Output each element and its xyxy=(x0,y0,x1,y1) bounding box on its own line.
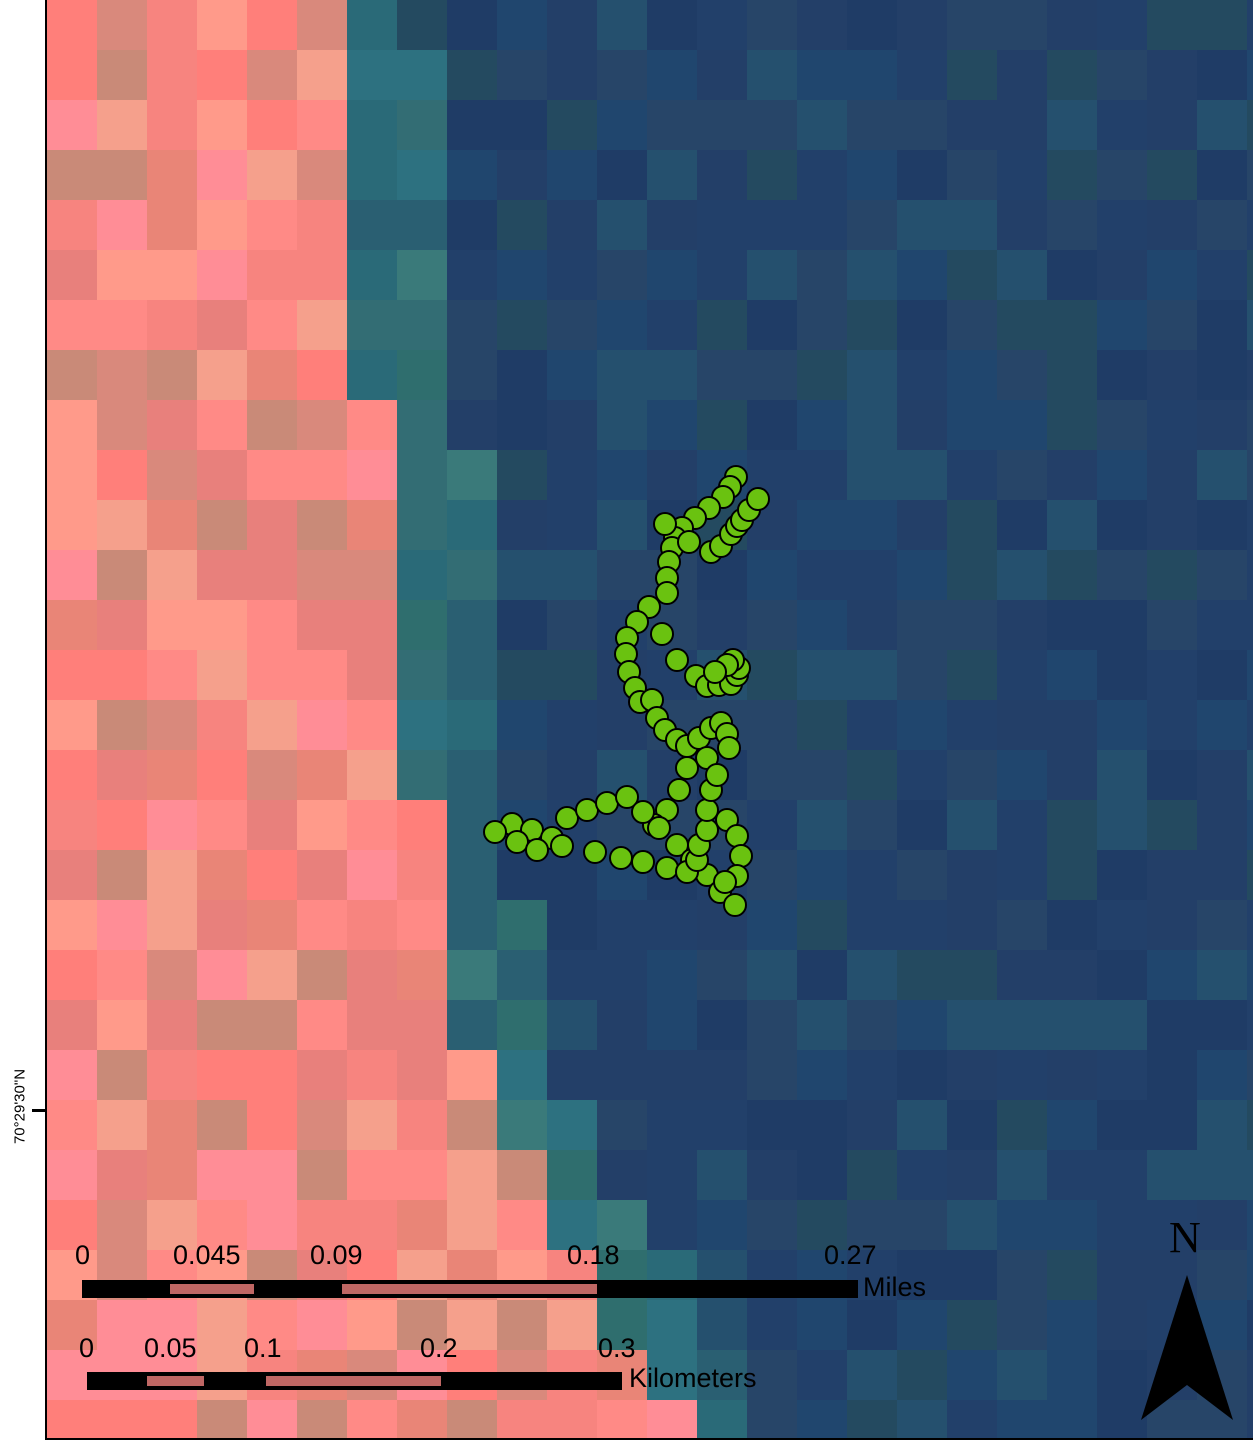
track-point[interactable] xyxy=(695,798,719,822)
north-arrow-icon xyxy=(1141,1275,1233,1420)
gps-track-layer xyxy=(483,465,770,917)
track-point[interactable] xyxy=(525,838,549,862)
north-arrow-label: N xyxy=(1169,1213,1201,1262)
track-point[interactable] xyxy=(505,830,529,854)
latitude-label: 70°29'30"N xyxy=(11,1068,29,1145)
track-point[interactable] xyxy=(575,798,599,822)
track-point[interactable] xyxy=(650,622,674,646)
scale-miles-tick-3: 0.18 xyxy=(567,1240,620,1270)
scale-km-tick-2: 0.1 xyxy=(244,1333,282,1363)
imagery-layer xyxy=(47,0,1253,1438)
track-point[interactable] xyxy=(631,800,655,824)
track-point[interactable] xyxy=(713,870,737,894)
track-point[interactable] xyxy=(550,834,574,858)
track-point[interactable] xyxy=(665,648,689,672)
track-point[interactable] xyxy=(675,756,699,780)
scale-km-tick-4: 0.3 xyxy=(598,1333,636,1363)
scale-km-tick-0: 0 xyxy=(79,1333,95,1363)
scale-miles-unit: Miles xyxy=(863,1272,927,1302)
track-point[interactable] xyxy=(677,530,701,554)
track-point[interactable] xyxy=(583,840,607,864)
track-point[interactable] xyxy=(725,824,749,848)
track-point[interactable] xyxy=(703,660,727,684)
scale-miles-tick-0: 0 xyxy=(75,1240,91,1270)
track-point[interactable] xyxy=(695,818,719,842)
track-point[interactable] xyxy=(555,806,579,830)
track-point[interactable] xyxy=(746,487,770,511)
latitude-tick xyxy=(32,1109,45,1112)
map-canvas[interactable] xyxy=(47,0,1253,1440)
track-point[interactable] xyxy=(483,820,507,844)
scale-km-tick-3: 0.2 xyxy=(420,1333,458,1363)
track-point[interactable] xyxy=(655,581,679,605)
track-point[interactable] xyxy=(723,893,747,917)
track-point[interactable] xyxy=(631,850,655,874)
scale-bar-miles xyxy=(82,1280,858,1298)
map-frame[interactable]: 0 0.045 0.09 0.18 0.27 Miles 0 0.05 0.1 … xyxy=(45,0,1253,1440)
track-point[interactable] xyxy=(705,763,729,787)
track-point[interactable] xyxy=(717,736,741,760)
track-point[interactable] xyxy=(615,785,639,809)
track-point[interactable] xyxy=(655,856,679,880)
scale-km-unit: Kilometers xyxy=(629,1363,757,1393)
track-point[interactable] xyxy=(729,844,753,868)
track-point[interactable] xyxy=(609,846,633,870)
scale-miles-tick-1: 0.045 xyxy=(173,1240,241,1270)
track-point[interactable] xyxy=(653,512,677,536)
scale-bar-km xyxy=(87,1372,622,1390)
scale-miles-tick-4: 0.27 xyxy=(824,1240,877,1270)
scale-miles-tick-2: 0.09 xyxy=(310,1240,363,1270)
scale-km-tick-1: 0.05 xyxy=(144,1333,197,1363)
track-point[interactable] xyxy=(595,791,619,815)
track-point[interactable] xyxy=(667,778,691,802)
track-point[interactable] xyxy=(647,816,671,840)
